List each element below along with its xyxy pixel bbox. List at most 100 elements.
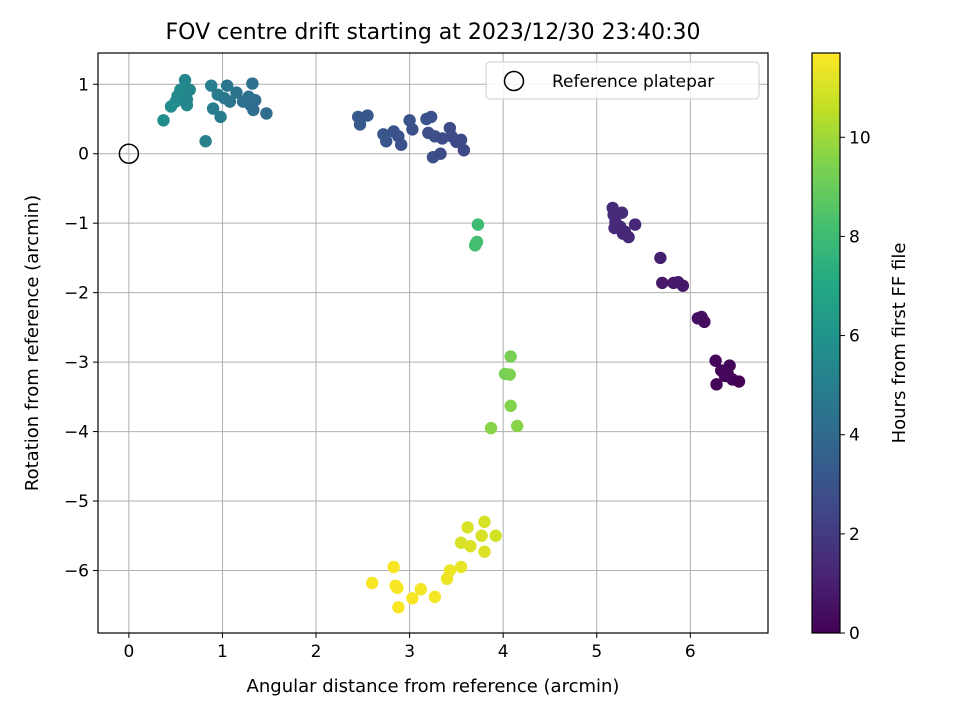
- data-point: [361, 109, 374, 122]
- data-point: [484, 421, 498, 435]
- data-point: [436, 132, 449, 145]
- data-point: [676, 279, 690, 292]
- colorbar-tick-label: 0: [849, 624, 860, 644]
- scatter-points: [157, 73, 746, 614]
- data-point: [475, 529, 488, 542]
- colorbar-tick-label: 2: [849, 525, 860, 545]
- data-point: [628, 218, 642, 231]
- x-axis-label: Angular distance from reference (arcmin): [247, 676, 620, 697]
- data-point: [654, 251, 667, 265]
- data-point: [511, 419, 524, 433]
- data-point: [406, 123, 419, 136]
- y-tick-label: −6: [64, 561, 89, 581]
- data-point: [478, 515, 491, 529]
- data-point: [489, 529, 502, 542]
- y-tick-label: −4: [64, 423, 89, 443]
- legend-entry-reference: Reference platepar: [552, 72, 714, 92]
- y-axis-ticks: 1 0 −1 −2 −3 −4 −5 −6: [64, 75, 98, 581]
- data-point: [503, 368, 516, 381]
- data-point: [414, 583, 428, 596]
- x-tick-label: 6: [685, 642, 696, 662]
- data-point: [721, 367, 734, 381]
- data-point: [391, 581, 404, 595]
- data-point: [180, 93, 194, 106]
- data-point: [199, 135, 212, 148]
- data-point: [656, 276, 669, 290]
- data-point: [249, 94, 262, 107]
- data-point: [457, 144, 471, 157]
- y-tick-label: 0: [78, 145, 89, 165]
- reference-platepar-marker: [118, 143, 140, 164]
- x-tick-label: 2: [311, 642, 322, 662]
- data-point: [615, 206, 629, 219]
- data-point: [394, 138, 408, 151]
- data-point: [454, 133, 468, 147]
- y-tick-label: −2: [64, 284, 89, 304]
- legend-box: [485, 61, 760, 100]
- colorbar-tick-label: 6: [849, 327, 860, 347]
- data-point: [260, 107, 273, 120]
- legend-reference-marker: [503, 70, 525, 92]
- data-point: [616, 227, 630, 240]
- data-point: [246, 77, 259, 90]
- colorbar-tick-label: 4: [849, 426, 860, 446]
- data-point: [223, 95, 237, 108]
- data-point: [469, 237, 483, 250]
- data-point: [157, 114, 170, 127]
- y-tick-label: −3: [64, 353, 89, 373]
- data-point: [205, 79, 218, 92]
- y-tick-label: −5: [64, 492, 89, 512]
- y-axis-label: Rotation from reference (arcmin): [22, 195, 43, 491]
- data-point: [504, 350, 517, 363]
- data-point: [454, 536, 468, 549]
- colorbar: 0 2 4 6 8 10 Hours from first FF file: [811, 52, 910, 644]
- colorbar-label: Hours from first FF file: [889, 243, 910, 444]
- data-point: [183, 83, 196, 97]
- x-axis-ticks: 0 1 2 3 4 5 6: [123, 633, 696, 662]
- data-point: [380, 135, 393, 148]
- data-point: [434, 147, 447, 160]
- data-point: [478, 545, 491, 558]
- data-point: [471, 218, 485, 231]
- data-point: [698, 315, 711, 329]
- data-point: [178, 73, 192, 87]
- data-point: [464, 539, 477, 553]
- data-point: [353, 118, 367, 131]
- data-point: [504, 399, 517, 413]
- x-tick-label: 4: [498, 642, 509, 662]
- data-point: [406, 592, 419, 605]
- data-point: [230, 86, 243, 99]
- data-point: [206, 102, 220, 115]
- chart-title: FOV centre drift starting at 2023/12/30 …: [166, 20, 701, 45]
- data-point: [428, 590, 442, 604]
- y-tick-label: 1: [78, 75, 89, 95]
- y-tick-label: −1: [64, 214, 89, 234]
- data-point: [710, 378, 723, 391]
- colorbar-tick-label: 10: [849, 128, 871, 148]
- data-point: [365, 576, 379, 590]
- x-tick-label: 0: [123, 642, 134, 662]
- data-point: [247, 103, 260, 117]
- colorbar-gradient: [811, 52, 841, 634]
- data-point: [387, 560, 400, 574]
- data-point: [454, 560, 468, 574]
- colorbar-tick-label: 8: [849, 227, 860, 247]
- data-point: [174, 83, 187, 97]
- data-point: [214, 110, 227, 124]
- x-tick-label: 5: [591, 642, 602, 662]
- data-point: [220, 79, 234, 92]
- data-point: [461, 521, 474, 534]
- data-point: [732, 375, 746, 388]
- plot-frame: [97, 52, 769, 634]
- data-point: [709, 354, 722, 367]
- grid: [98, 53, 768, 633]
- legend: Reference platepar: [485, 61, 760, 100]
- data-point: [424, 110, 438, 124]
- reference-point-layer: [118, 143, 140, 164]
- x-tick-label: 3: [404, 642, 415, 662]
- data-point: [440, 572, 454, 586]
- data-point: [392, 601, 405, 614]
- colorbar-ticks: 0 2 4 6 8 10: [840, 128, 871, 644]
- x-tick-label: 1: [217, 642, 228, 662]
